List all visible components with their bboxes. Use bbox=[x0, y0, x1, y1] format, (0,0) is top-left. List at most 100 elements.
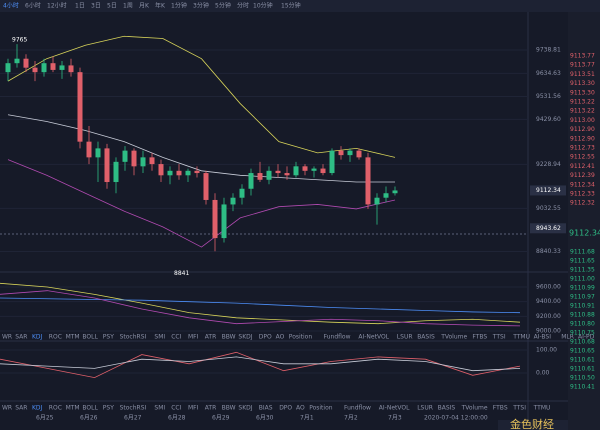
indicator-tab[interactable]: BIAS bbox=[259, 405, 273, 412]
indicator-tab[interactable]: ROC bbox=[49, 334, 62, 341]
high-label: 9765 bbox=[12, 37, 27, 44]
indicator-tab[interactable]: AI-BSI bbox=[534, 334, 552, 341]
logo-box bbox=[498, 420, 568, 430]
toolbar-item[interactable]: 5日 bbox=[107, 3, 117, 10]
indicator-tab[interactable]: TTMU bbox=[512, 334, 530, 341]
indicator-tab[interactable]: ATR bbox=[205, 334, 216, 341]
indicator-tab[interactable]: MFI bbox=[188, 334, 199, 341]
toolbar-item[interactable]: 3分钟 bbox=[193, 2, 209, 10]
candle-body bbox=[320, 168, 326, 174]
indicator-tab[interactable]: PSY bbox=[103, 334, 114, 341]
y-tick-label: 9429.60 bbox=[536, 116, 561, 123]
indicator-tab[interactable]: AO bbox=[296, 405, 305, 412]
indicator-tab[interactable]: KDJ bbox=[32, 334, 43, 341]
indicator-tab[interactable]: StochRSI bbox=[120, 334, 147, 341]
candle-body bbox=[194, 170, 200, 174]
indicator-tab[interactable]: BOLL bbox=[82, 405, 98, 412]
indicator-line bbox=[0, 356, 521, 372]
candle-body bbox=[185, 170, 191, 176]
y-tick-label: 9032.55 bbox=[536, 205, 561, 212]
indicator-tab[interactable]: PSY bbox=[103, 405, 114, 412]
indicator-tab[interactable]: TVolume bbox=[440, 334, 467, 341]
ask-price: 9113.30 bbox=[570, 80, 595, 87]
indicator-tab[interactable]: SAR bbox=[15, 334, 27, 341]
indicator-tab[interactable]: LSUR bbox=[397, 334, 413, 341]
candle-body bbox=[257, 173, 263, 180]
candle-body bbox=[23, 58, 29, 68]
candle-body bbox=[14, 58, 20, 64]
toolbar-item[interactable]: 月K bbox=[139, 3, 150, 10]
indicator-tab[interactable]: SKDJ bbox=[238, 334, 252, 341]
toolbar-item[interactable]: 10分钟 bbox=[253, 2, 273, 10]
indicator-tab[interactable]: FTBS bbox=[472, 334, 487, 341]
bid-price: 9110.68 bbox=[570, 339, 595, 346]
indicator-tab[interactable]: CCI bbox=[171, 334, 181, 341]
bid-price: 9110.99 bbox=[570, 285, 595, 292]
toolbar-item[interactable]: 12小时 bbox=[47, 2, 67, 10]
indicator-tab[interactable]: Fundflow bbox=[324, 334, 351, 341]
toolbar-item[interactable]: 3日 bbox=[91, 3, 101, 10]
indicator-tab[interactable]: TTMU bbox=[533, 405, 551, 412]
indicator-tab[interactable]: BOLL bbox=[82, 334, 98, 341]
toolbar-item[interactable]: 分时 bbox=[237, 2, 249, 10]
toolbar-item[interactable]: 年K bbox=[155, 2, 166, 10]
indicator-tab[interactable]: TTSI bbox=[492, 334, 506, 341]
indicator-tab[interactable]: SAR bbox=[15, 405, 27, 412]
indicator-tab[interactable]: SMI bbox=[154, 334, 165, 341]
indicator-tab[interactable]: TVolume bbox=[461, 405, 488, 412]
indicator-tab[interactable]: ROC bbox=[49, 405, 62, 412]
indicator-line bbox=[0, 351, 521, 379]
candle-body bbox=[302, 166, 308, 171]
indicator-tab[interactable]: MTM bbox=[66, 334, 80, 341]
toolbar-item[interactable]: 1周 bbox=[123, 3, 133, 10]
ask-price: 9113.22 bbox=[570, 99, 595, 106]
candle-body bbox=[122, 150, 128, 162]
candle-body bbox=[293, 166, 299, 176]
indicator-tab[interactable]: SMI bbox=[154, 405, 165, 412]
toolbar-item[interactable]: 4小时 bbox=[3, 2, 19, 10]
indicator-tab[interactable]: KDJ bbox=[32, 405, 43, 412]
indicator-tab[interactable]: FTBS bbox=[493, 405, 508, 412]
indicator-tab[interactable]: MLR bbox=[561, 334, 574, 341]
indicator-tab[interactable]: BASIS bbox=[417, 334, 435, 341]
candle-body bbox=[275, 170, 281, 174]
candle-body bbox=[95, 148, 101, 158]
indicator-tab[interactable]: SKDJ bbox=[238, 405, 252, 412]
indicator-tab[interactable]: MTM bbox=[66, 405, 80, 412]
indicator-tab[interactable]: ATR bbox=[205, 405, 216, 412]
candle-body bbox=[311, 168, 317, 171]
date-label: 7月2 bbox=[344, 415, 358, 422]
indicator-tab[interactable]: MFI bbox=[188, 405, 199, 412]
indicator-tab[interactable]: AI-NetVOL bbox=[358, 334, 389, 341]
ask-price: 9112.55 bbox=[570, 154, 595, 161]
indicator-tab[interactable]: DPO bbox=[279, 405, 292, 412]
indicator-tab[interactable]: AI-PD bbox=[578, 334, 595, 341]
candle-body bbox=[104, 148, 110, 183]
indicator-tab[interactable]: WR bbox=[2, 334, 12, 341]
candle-body bbox=[284, 173, 290, 176]
toolbar-item[interactable]: 1分钟 bbox=[171, 2, 187, 10]
indicator-tab[interactable]: CCI bbox=[171, 405, 181, 412]
indicator-tab[interactable]: BBW bbox=[222, 334, 236, 341]
bid-price: 9110.91 bbox=[570, 303, 595, 310]
indicator-tab[interactable]: Position bbox=[289, 334, 313, 341]
indicator-tab[interactable]: AO bbox=[276, 334, 285, 341]
date-label: 6月25 bbox=[36, 415, 54, 422]
indicator-tab[interactable]: Position bbox=[309, 405, 333, 412]
toolbar-item[interactable]: 5分钟 bbox=[215, 2, 231, 10]
indicator-tab[interactable]: DPO bbox=[259, 334, 272, 341]
indicator-tab[interactable]: LSUR bbox=[417, 405, 433, 412]
toolbar-item[interactable]: 1日 bbox=[75, 3, 85, 10]
indicator-tab[interactable]: Fundflow bbox=[344, 405, 371, 412]
indicator-tab[interactable]: AI-NetVOL bbox=[379, 405, 410, 412]
indicator-tab[interactable]: TTSI bbox=[512, 405, 526, 412]
indicator-tab[interactable]: WR bbox=[2, 405, 12, 412]
date-label: 6月26 bbox=[80, 415, 98, 422]
indicator-tab[interactable]: BASIS bbox=[438, 405, 456, 412]
indicator-tab[interactable]: StochRSI bbox=[120, 405, 147, 412]
toolbar-item[interactable]: 6小时 bbox=[25, 2, 41, 10]
bid-price: 9110.61 bbox=[570, 357, 595, 364]
ask-price: 9112.90 bbox=[570, 126, 595, 133]
indicator-tab[interactable]: BBW bbox=[222, 405, 236, 412]
toolbar-item[interactable]: 15分钟 bbox=[281, 2, 301, 10]
